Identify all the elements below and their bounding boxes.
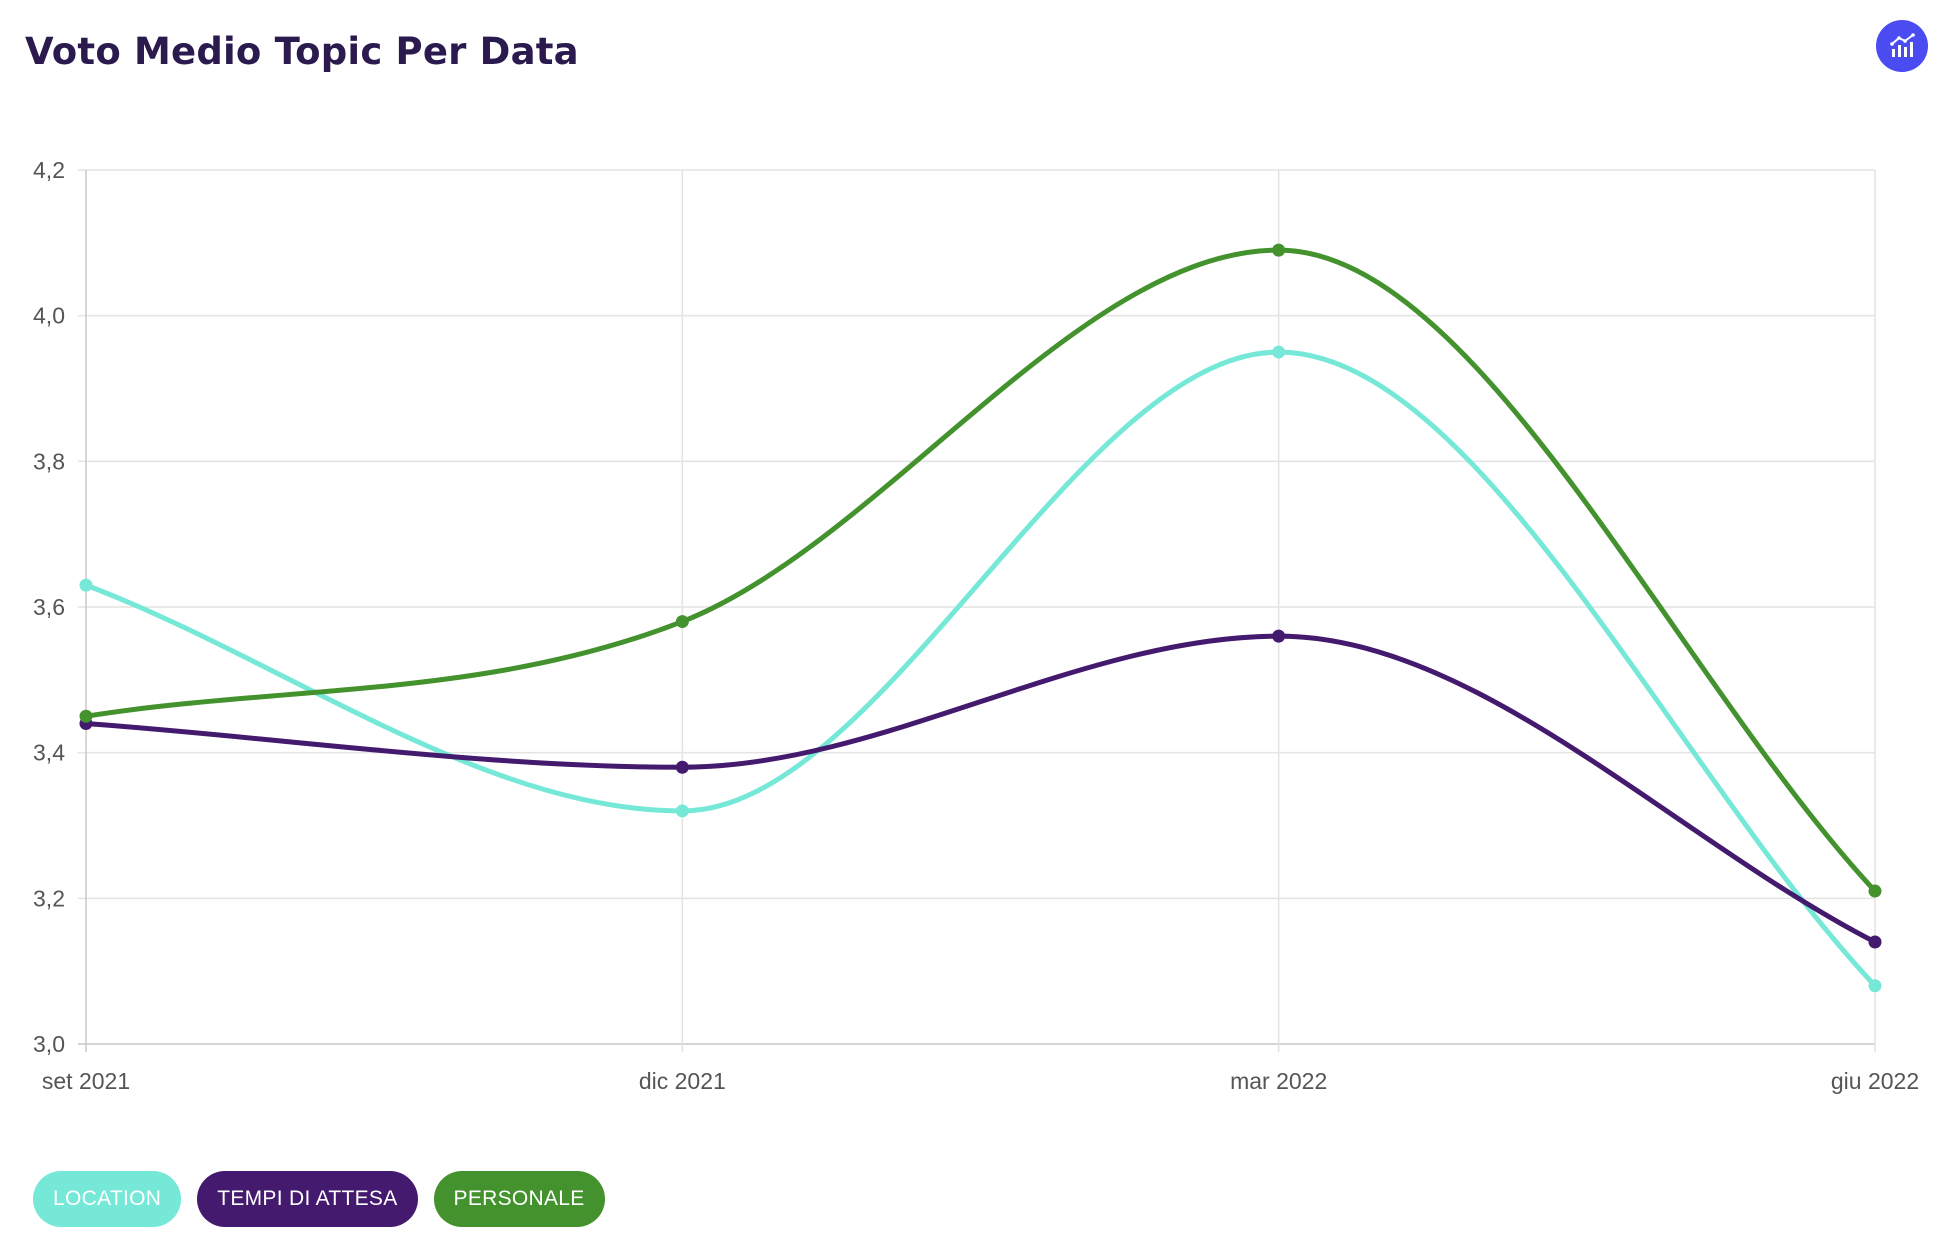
data-point-personale[interactable] xyxy=(1868,884,1882,898)
legend: LOCATION TEMPI DI ATTESA PERSONALE xyxy=(33,1171,605,1227)
data-point-personale[interactable] xyxy=(79,709,93,723)
series-line-personale xyxy=(83,247,1878,894)
legend-item-tempi-di-attesa[interactable]: TEMPI DI ATTESA xyxy=(197,1171,418,1227)
legend-item-location[interactable]: LOCATION xyxy=(33,1171,182,1227)
y-tick-label: 3,2 xyxy=(33,885,65,911)
chart-title: Voto Medio Topic Per Data xyxy=(25,30,579,73)
x-tick-label: set 2021 xyxy=(42,1068,130,1094)
y-tick-label: 3,0 xyxy=(33,1031,65,1057)
legend-item-personale[interactable]: PERSONALE xyxy=(433,1171,605,1227)
x-tick-label: dic 2021 xyxy=(639,1068,726,1094)
series-line-location xyxy=(83,349,1878,989)
data-point-personale[interactable] xyxy=(1272,243,1286,257)
legend-label: TEMPI DI ATTESA xyxy=(217,1187,398,1210)
series xyxy=(79,243,1882,993)
y-tick-label: 3,4 xyxy=(33,740,65,766)
x-tick-label: giu 2022 xyxy=(1831,1068,1919,1094)
data-point-location[interactable] xyxy=(79,578,93,592)
data-point-location[interactable] xyxy=(675,804,689,818)
data-point-personale[interactable] xyxy=(675,615,689,629)
y-tick-label: 3,8 xyxy=(33,448,65,474)
data-point-tempi-di-attesa[interactable] xyxy=(1868,935,1882,949)
legend-label: PERSONALE xyxy=(453,1187,585,1210)
data-point-tempi-di-attesa[interactable] xyxy=(675,760,689,774)
legend-label: LOCATION xyxy=(53,1187,162,1210)
grid xyxy=(78,169,1876,1052)
x-tick-label: mar 2022 xyxy=(1230,1068,1327,1094)
line-chart: 3,0 3,2 3,4 3,6 3,8 4,0 4,2 set 2021 dic 2021 mar… xyxy=(33,157,1919,1094)
series-line-tempi-di-attesa xyxy=(83,633,1878,945)
y-tick-label: 3,6 xyxy=(33,594,65,620)
line-chart-icon xyxy=(1888,32,1916,60)
axes: 3,0 3,2 3,4 3,6 3,8 4,0 4,2 set 2021 dic 2021 mar… xyxy=(33,157,1919,1094)
data-point-tempi-di-attesa[interactable] xyxy=(1272,629,1286,643)
y-tick-label: 4,0 xyxy=(33,303,65,329)
data-point-location[interactable] xyxy=(1272,345,1286,359)
chart-type-button[interactable] xyxy=(1876,20,1928,72)
data-point-location[interactable] xyxy=(1868,979,1882,993)
y-tick-label: 4,2 xyxy=(33,157,65,183)
